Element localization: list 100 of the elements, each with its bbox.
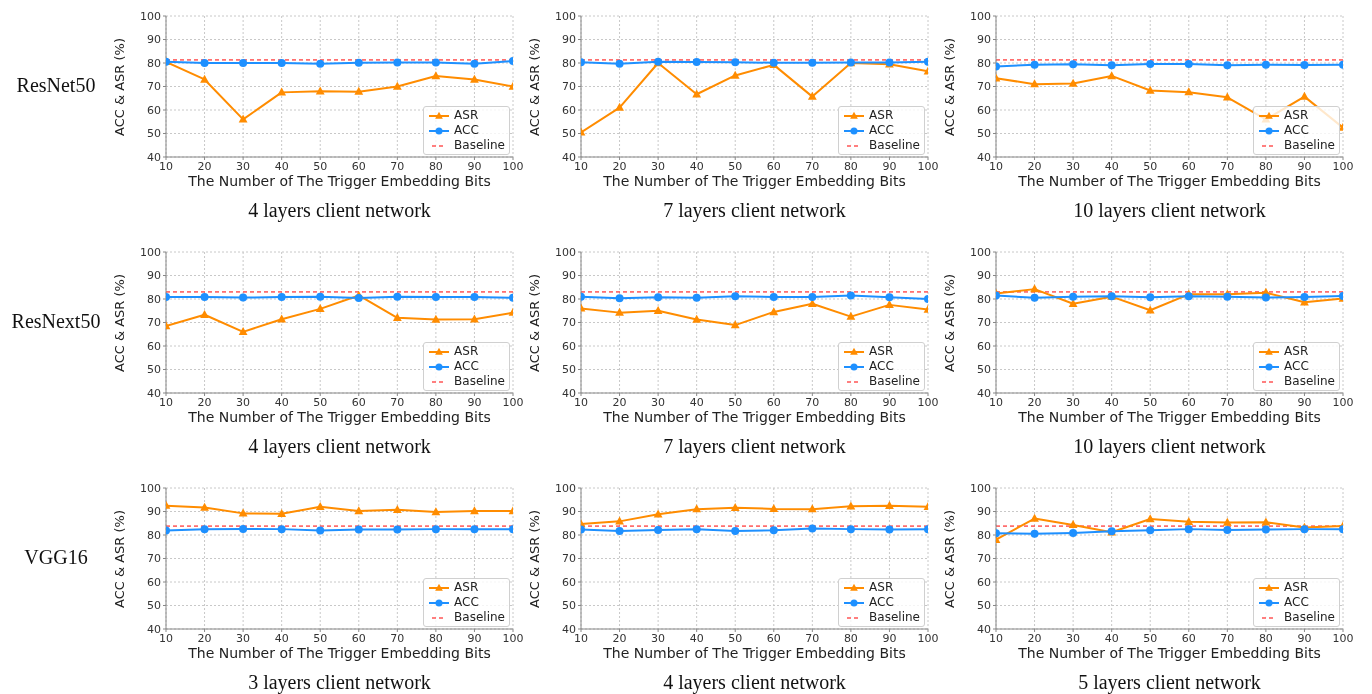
x-tick-label: 60 <box>1181 159 1196 173</box>
x-tick-label: 90 <box>882 631 897 645</box>
text: 5 layers client network <box>1077 671 1262 694</box>
y-tick-label: 80 <box>147 292 161 306</box>
x-tick-label: 20 <box>612 159 627 173</box>
x-tick-label: 20 <box>612 631 627 645</box>
x-tick-label: 70 <box>1220 395 1235 409</box>
y-tick-label: 50 <box>147 363 161 377</box>
y-tick-label: 100 <box>140 245 161 259</box>
x-tick-label: 30 <box>651 631 666 645</box>
y-tick-label: 50 <box>562 363 576 377</box>
x-tick-label: 20 <box>197 395 212 409</box>
legend-label: Baseline <box>454 610 505 625</box>
y-tick-label: 90 <box>977 505 991 519</box>
y-tick-label: 80 <box>977 528 991 542</box>
legend-label: Baseline <box>869 610 920 625</box>
x-tick-label: 30 <box>651 159 666 173</box>
x-tick-label: 100 <box>502 631 524 645</box>
y-tick-label: 70 <box>562 316 576 330</box>
x-tick-label: 40 <box>274 159 289 173</box>
x-tick-label: 90 <box>882 395 897 409</box>
x-tick-label: 20 <box>1027 631 1042 645</box>
y-tick-label: 70 <box>147 316 161 330</box>
text: 4 layers client network <box>247 199 432 222</box>
x-axis-title: The Number of The Trigger Embedding Bits <box>602 173 907 189</box>
x-axis-title: The Number of The Trigger Embedding Bits <box>602 645 907 661</box>
x-tick-label: 80 <box>1258 631 1273 645</box>
y-tick-label: 50 <box>562 599 576 613</box>
x-tick-label: 60 <box>351 395 366 409</box>
x-tick-label: 70 <box>390 631 405 645</box>
y-axis-title: ACC & ASR (%) <box>527 272 543 374</box>
x-tick-label: 50 <box>728 395 743 409</box>
y-tick-label: 90 <box>977 269 991 283</box>
legend-label: Baseline <box>454 138 505 153</box>
x-tick-label: 30 <box>236 159 251 173</box>
x-tick-label: 30 <box>1066 631 1081 645</box>
x-tick-label: 40 <box>1104 631 1119 645</box>
y-tick-label: 50 <box>147 599 161 613</box>
legend-label: Baseline <box>869 138 920 153</box>
x-tick-label: 20 <box>1027 159 1042 173</box>
x-tick-label: 30 <box>651 395 666 409</box>
legend-label: Baseline <box>1284 374 1335 389</box>
x-tick-label: 90 <box>467 631 482 645</box>
y-tick-label: 70 <box>977 316 991 330</box>
text: VGG16 <box>23 546 89 569</box>
y-tick-label: 60 <box>147 339 161 353</box>
y-tick-label: 70 <box>977 552 991 566</box>
x-axis-title: The Number of The Trigger Embedding Bits <box>1017 645 1322 661</box>
text: 7 layers client network <box>662 199 847 222</box>
legend-label: ACC <box>869 123 894 138</box>
x-tick-label: 40 <box>274 395 289 409</box>
y-tick-label: 70 <box>562 552 576 566</box>
y-tick-label: 80 <box>977 292 991 306</box>
x-axis-title: The Number of The Trigger Embedding Bits <box>1017 173 1322 189</box>
x-tick-label: 100 <box>917 395 939 409</box>
y-tick-label: 50 <box>977 363 991 377</box>
y-tick-label: 60 <box>977 103 991 117</box>
x-tick-label: 80 <box>428 159 443 173</box>
x-tick-label: 60 <box>1181 631 1196 645</box>
y-tick-label: 60 <box>562 103 576 117</box>
y-axis-title: ACC & ASR (%) <box>112 36 128 138</box>
x-tick-label: 40 <box>1104 159 1119 173</box>
x-tick-label: 100 <box>502 159 524 173</box>
x-tick-label: 100 <box>917 159 939 173</box>
x-tick-label: 30 <box>1066 159 1081 173</box>
x-tick-label: 90 <box>882 159 897 173</box>
x-tick-label: 40 <box>689 159 704 173</box>
y-tick-label: 80 <box>147 528 161 542</box>
y-tick-label: 80 <box>562 56 576 70</box>
x-tick-label: 100 <box>502 395 524 409</box>
x-tick-label: 90 <box>467 159 482 173</box>
y-tick-label: 90 <box>977 33 991 47</box>
x-tick-label: 40 <box>274 631 289 645</box>
legend-label: ASR <box>1284 344 1309 359</box>
x-tick-label: 60 <box>1181 395 1196 409</box>
y-tick-label: 50 <box>977 127 991 141</box>
y-tick-label: 60 <box>562 575 576 589</box>
y-axis-title: ACC & ASR (%) <box>942 36 958 138</box>
legend-label: ACC <box>1284 595 1309 610</box>
y-tick-label: 90 <box>562 505 576 519</box>
text: 10 layers client network <box>1072 199 1267 222</box>
y-tick-label: 80 <box>562 292 576 306</box>
legend-label: ACC <box>454 595 479 610</box>
text: ResNext50 <box>10 310 102 333</box>
x-tick-label: 100 <box>917 631 939 645</box>
legend-label: Baseline <box>869 374 920 389</box>
x-tick-label: 70 <box>390 395 405 409</box>
y-tick-label: 70 <box>147 552 161 566</box>
text: ResNet50 <box>15 74 97 97</box>
x-tick-label: 90 <box>1297 159 1312 173</box>
y-tick-label: 90 <box>562 269 576 283</box>
x-tick-label: 60 <box>351 631 366 645</box>
y-tick-label: 70 <box>147 80 161 94</box>
x-tick-label: 60 <box>351 159 366 173</box>
legend-label: ACC <box>454 359 479 374</box>
y-tick-label: 50 <box>147 127 161 141</box>
x-tick-label: 30 <box>236 631 251 645</box>
x-axis-title: The Number of The Trigger Embedding Bits <box>187 173 492 189</box>
y-tick-label: 60 <box>977 575 991 589</box>
x-tick-label: 100 <box>1332 631 1354 645</box>
